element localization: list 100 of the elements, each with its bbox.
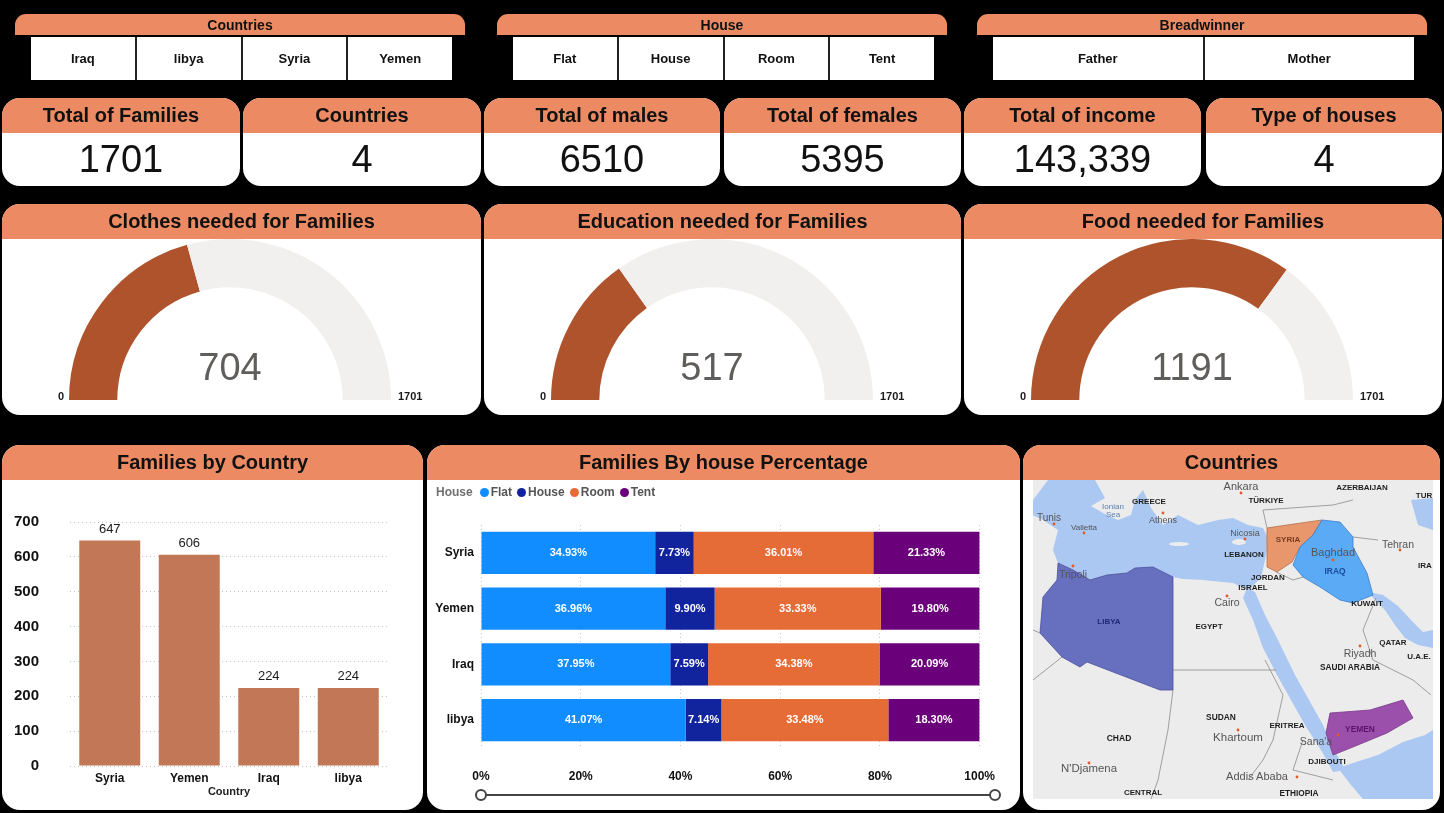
text: 704 [198, 346, 262, 389]
category-label: libya [173, 51, 204, 66]
bar [693, 531, 874, 575]
text: 1701 [880, 390, 905, 402]
text: CENTRAL [1123, 787, 1163, 798]
text: N'Djamena [1061, 762, 1117, 775]
text: DJIBOUTI [1308, 756, 1346, 767]
data-label: 19.80% [911, 601, 950, 614]
text: Countries [1184, 451, 1279, 474]
text: Ionian Sea [1101, 501, 1125, 520]
data-label: 34.38% [775, 657, 813, 670]
legend-label: Flat [490, 485, 513, 499]
data-label: 36.96% [554, 601, 593, 614]
text: EGYPT [1195, 621, 1223, 632]
chart-title: Families By house Percentage [578, 451, 868, 474]
text: Baghdad [1310, 546, 1356, 559]
data-label: 18.30% [915, 713, 953, 726]
x-tick-label: 60% [768, 768, 793, 783]
text: LIBYA [1097, 616, 1121, 627]
y-tick-label: 700 [13, 512, 39, 530]
text: 517 [680, 346, 744, 389]
text: Countries [315, 104, 409, 127]
text: Total of income [1009, 104, 1156, 127]
y-tick-label: 400 [13, 616, 39, 634]
legend-title: House [436, 485, 473, 499]
bar [481, 698, 686, 742]
data-label: 7.14% [688, 713, 720, 726]
data-label: 33.33% [779, 601, 817, 614]
y-tick-label: 300 [13, 651, 39, 669]
data-label: 647 [98, 520, 121, 536]
legend-label: House [528, 485, 565, 499]
data-label: 224 [337, 668, 360, 683]
bar [873, 531, 980, 575]
text: JORDAN [1251, 572, 1285, 583]
bar [888, 698, 980, 742]
text: ISRAEL [1238, 582, 1268, 593]
data-label: 224 [257, 668, 280, 683]
data-label: 5395 [800, 138, 885, 181]
text: SUDAN [1206, 711, 1236, 722]
chart-title: Clothes needed for Families [108, 210, 375, 233]
text: Total of males [535, 104, 669, 127]
text: 0 [1019, 390, 1026, 402]
bar [158, 554, 220, 766]
data-label: 36.01% [764, 545, 803, 558]
text: 0 [57, 390, 64, 402]
bar [880, 587, 980, 630]
category-label: Iraq [70, 51, 95, 66]
text: IRA [1418, 560, 1432, 571]
bar [670, 643, 709, 686]
bar [655, 531, 694, 575]
text: Nicosia [1230, 528, 1260, 539]
data-label: 33.48% [786, 713, 824, 726]
x-tick-label: libya [334, 770, 363, 785]
bar [879, 643, 980, 686]
x-tick-label: 40% [668, 768, 693, 783]
bar [481, 587, 666, 630]
text: TUR [1415, 490, 1433, 501]
category-label: Tent [868, 51, 896, 66]
legend-label: Room [580, 485, 615, 499]
text: Addis Ababa [1226, 770, 1288, 783]
data-label: 9.90% [674, 601, 706, 614]
y-tick-label: 600 [13, 547, 39, 564]
text: Ankara [1223, 480, 1259, 493]
text: YEMEN [1345, 723, 1375, 734]
y-tick-label: libya [446, 712, 475, 727]
category-label: Mother [1287, 51, 1331, 66]
text: KUWAIT [1351, 598, 1383, 609]
x-tick-label: 100% [964, 768, 996, 783]
text: Tunis [1036, 511, 1062, 524]
bar [238, 687, 300, 766]
data-label: 20.09% [910, 657, 949, 670]
data-label: 7.59% [673, 657, 705, 670]
y-tick-label: 100 [13, 721, 39, 739]
bar [481, 531, 656, 575]
bar [714, 587, 881, 630]
text: LEBANON [1224, 549, 1264, 560]
text: QATAR [1379, 637, 1407, 648]
text: TÜRKIYE [1248, 495, 1284, 506]
data-label: 606 [178, 534, 201, 550]
x-axis-title: Country [207, 785, 251, 798]
text: Total of Families [42, 104, 200, 127]
y-tick-label: 0 [30, 756, 39, 774]
text: 1701 [1360, 390, 1385, 402]
chart-title: Families by Country [116, 451, 309, 474]
data-label: 41.07% [564, 713, 603, 726]
text: SYRIA [1275, 534, 1301, 545]
text: Breadwinner [1159, 16, 1245, 33]
text: Tripoli [1058, 568, 1088, 581]
bar [79, 540, 141, 766]
category-label: Flat [553, 51, 577, 66]
y-tick-label: Yemen [435, 600, 474, 615]
text: CHAD [1106, 732, 1132, 743]
text: Cairo [1214, 596, 1240, 609]
x-tick-label: Yemen [169, 770, 209, 785]
text: IRAQ [1324, 565, 1346, 576]
text: Type of houses [1251, 104, 1397, 127]
data-label: 4 [351, 138, 373, 181]
data-label: 1701 [78, 138, 164, 181]
category-label: Room [757, 51, 795, 66]
text: Total of females [767, 104, 918, 127]
